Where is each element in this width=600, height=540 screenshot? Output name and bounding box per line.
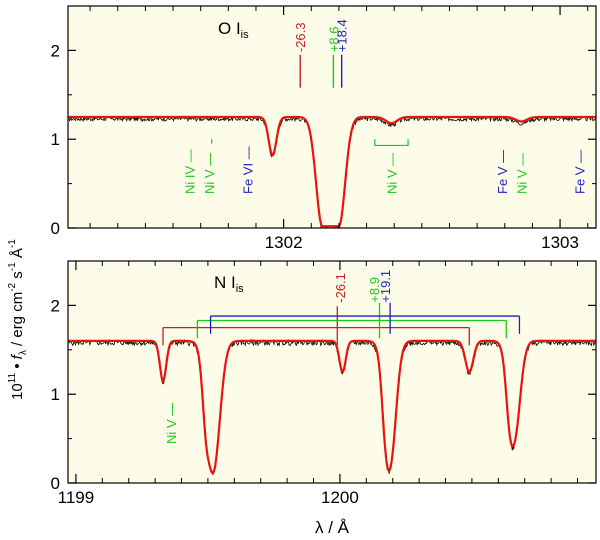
bottom-velocity-label: -26.1 <box>333 273 348 303</box>
top-plot-content <box>68 115 596 228</box>
y-label-units-exp1: -2 <box>7 282 18 291</box>
bottom-plot-content <box>68 338 596 476</box>
top-x-tick-label: 1303 <box>541 233 579 252</box>
top-ni-v-bracket <box>374 139 409 147</box>
top-velocity-label: +8.6 <box>326 27 341 53</box>
top-line-id-label: Fe VI — <box>241 146 256 194</box>
bottom-y-tick-label: 2 <box>51 296 60 315</box>
top-velocity-label: +18.4 <box>335 19 350 52</box>
top-panel-title-sub: is <box>241 29 249 41</box>
bottom-x-tick-label: 1199 <box>58 488 95 507</box>
y-label-angstrom: Å <box>9 248 26 262</box>
y-label-ten: 10 <box>9 383 26 400</box>
y-label-units: / erg cm <box>9 292 26 350</box>
top-x-tick-label: 1302 <box>265 233 303 252</box>
top-velocity-label: -26.3 <box>293 23 308 53</box>
bottom-panel-background <box>68 261 596 483</box>
y-label-dot-f: • f <box>9 353 26 373</box>
top-annotations: Ni IV — Ni V — Fe VI — Ni V — Fe V — Ni V — Fe… <box>183 19 588 194</box>
bottom-velocity-label: +19.1 <box>378 270 393 303</box>
top-line-id-label: Ni V — <box>384 153 399 194</box>
top-line-id-label: Ni IV — <box>183 149 198 194</box>
bottom-panel-title: N Iis <box>214 273 244 295</box>
bottom-panel-frame <box>67 260 597 484</box>
top-y-tick-label: 0 <box>51 219 60 238</box>
bottom-panel: Ni V — -26.1 +8.9+19.1 0 1 2 1199 1200 N Iis <box>51 260 597 507</box>
y-label-lambda: λ <box>18 350 29 355</box>
y-axis-label: 1011 • fλ / erg cm-2 s-1 Å-1 <box>7 239 29 400</box>
bottom-model-spectrum <box>68 339 596 475</box>
top-panel-title: O Iis <box>218 19 249 41</box>
top-line-id-label: Fe V — <box>495 150 510 194</box>
y-label-exp: 11 <box>7 372 18 383</box>
bottom-panel-title-element: N I <box>214 273 236 292</box>
x-axis-label: λ / Å <box>315 518 350 537</box>
y-label-units-exp2: -1 <box>7 262 18 271</box>
bottom-y-tick-label: 0 <box>51 474 60 493</box>
y-label-s: s <box>9 271 26 283</box>
top-panel-frame <box>67 5 597 229</box>
bottom-line-id-label: Ni V — <box>164 403 179 444</box>
bottom-velocity-label: +8.9 <box>367 277 382 303</box>
top-y-tick-label: 2 <box>51 41 60 60</box>
bottom-y-tick-label: 1 <box>51 385 60 404</box>
bottom-axis-ticks: 0 1 2 1199 1200 <box>51 260 596 507</box>
bottom-panel-title-sub: is <box>236 283 244 295</box>
top-line-id-label: Ni V — <box>514 153 529 194</box>
y-label-units-exp3: -1 <box>7 239 18 248</box>
top-panel: Ni IV — Ni V — Fe VI — Ni V — Fe V — Ni V — Fe… <box>51 5 597 252</box>
bottom-annotations: Ni V — -26.1 +8.9+19.1 <box>162 270 521 444</box>
top-axis-ticks: 0 1 2 1302 1303 <box>51 5 596 252</box>
top-line-id-label: Fe V — <box>572 150 587 194</box>
top-line-id-label: Ni V — <box>202 153 217 194</box>
top-model-spectrum <box>68 115 596 228</box>
bottom-x-tick-label: 1200 <box>321 488 359 507</box>
top-panel-title-element: O I <box>218 19 241 38</box>
top-y-tick-label: 1 <box>51 130 60 149</box>
